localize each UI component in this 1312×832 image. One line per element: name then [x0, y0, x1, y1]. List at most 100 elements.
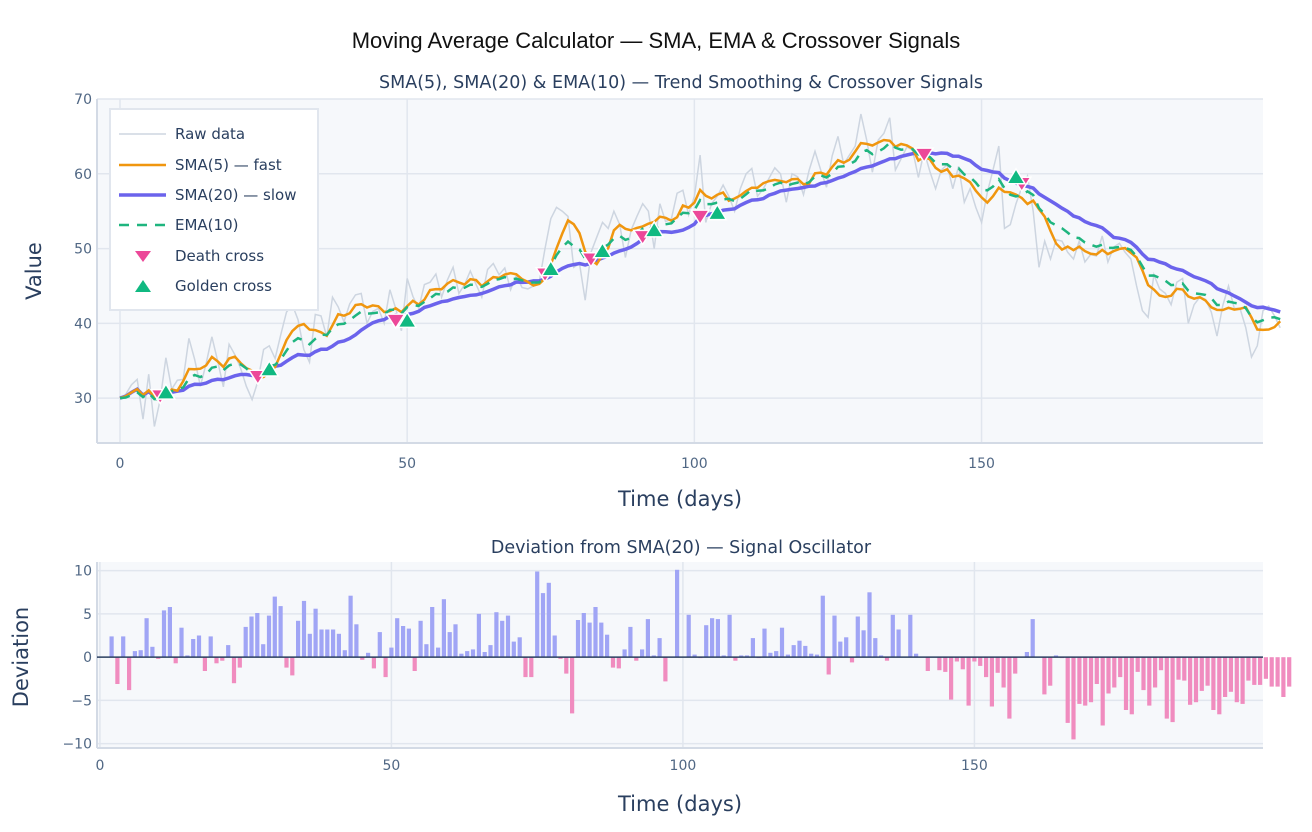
golden-cross-marker[interactable] — [707, 203, 728, 221]
golden-cross-marker[interactable] — [592, 241, 613, 259]
deviation-bar[interactable] — [441, 599, 446, 658]
deviation-bar[interactable] — [908, 614, 913, 658]
deviation-bar[interactable] — [476, 613, 481, 658]
deviation-bar[interactable] — [651, 655, 656, 658]
deviation-bar[interactable] — [791, 645, 796, 658]
golden-cross-marker[interactable] — [1005, 167, 1027, 185]
golden-cross-marker[interactable] — [643, 220, 665, 238]
deviation-bar[interactable] — [226, 645, 231, 658]
deviation-bar[interactable] — [185, 655, 190, 658]
deviation-bar[interactable] — [657, 638, 662, 658]
deviation-bar[interactable] — [1263, 657, 1268, 679]
deviation-bar[interactable] — [1275, 657, 1280, 687]
deviation-bar[interactable] — [1030, 619, 1035, 658]
deviation-bar[interactable] — [727, 614, 732, 658]
deviation-bar[interactable] — [535, 571, 540, 658]
deviation-bar[interactable] — [879, 655, 884, 658]
deviation-bar[interactable] — [371, 657, 376, 669]
deviation-bar[interactable] — [243, 626, 248, 658]
deviation-bar[interactable] — [255, 613, 260, 658]
deviation-bar[interactable] — [762, 628, 767, 658]
deviation-bar[interactable] — [418, 620, 423, 658]
deviation-bar[interactable] — [1223, 657, 1228, 697]
deviation-bar[interactable] — [581, 613, 586, 658]
deviation-bar[interactable] — [1170, 657, 1175, 723]
legend-item-ema10[interactable]: EMA(10) — [175, 216, 238, 234]
deviation-bar[interactable] — [995, 657, 1000, 673]
deviation-bar[interactable] — [220, 657, 225, 661]
deviation-bar[interactable] — [1217, 657, 1222, 715]
deviation-bar[interactable] — [261, 644, 266, 658]
deviation-bar[interactable] — [296, 620, 301, 658]
deviation-bar[interactable] — [832, 615, 837, 658]
deviation-bar[interactable] — [1083, 657, 1088, 706]
deviation-bar[interactable] — [1211, 657, 1216, 710]
deviation-bar[interactable] — [494, 612, 499, 658]
deviation-bar[interactable] — [1100, 657, 1105, 726]
deviation-bar[interactable] — [721, 655, 726, 658]
deviation-bar[interactable] — [558, 657, 563, 659]
deviation-bar[interactable] — [231, 657, 237, 684]
deviation-bar[interactable] — [884, 657, 890, 661]
deviation-bar[interactable] — [237, 657, 242, 668]
deviation-bar[interactable] — [1182, 657, 1187, 681]
deviation-bar[interactable] — [196, 635, 202, 658]
deviation-bar[interactable] — [325, 629, 330, 658]
deviation-bar[interactable] — [610, 657, 616, 668]
deviation-bar[interactable] — [1112, 657, 1117, 688]
deviation-bar[interactable] — [1065, 657, 1070, 723]
deviation-bar[interactable] — [1269, 657, 1274, 687]
deviation-bar[interactable] — [675, 569, 680, 658]
deviation-bar[interactable] — [1129, 657, 1134, 715]
golden-cross-marker[interactable] — [396, 310, 418, 329]
deviation-bar[interactable] — [1118, 657, 1123, 678]
deviation-bar[interactable] — [406, 628, 411, 658]
legend-item-raw[interactable]: Raw data — [175, 125, 245, 143]
deviation-bar[interactable] — [849, 657, 855, 663]
deviation-bar[interactable] — [214, 657, 219, 664]
deviation-bar[interactable] — [820, 595, 825, 658]
deviation-bar[interactable] — [867, 592, 872, 658]
deviation-bar[interactable] — [896, 629, 901, 658]
deviation-bar[interactable] — [144, 618, 149, 658]
deviation-bar[interactable] — [966, 657, 971, 706]
legend-item-sma20[interactable]: SMA(20) — slow — [175, 186, 296, 204]
deviation-bar[interactable] — [173, 657, 178, 664]
deviation-bar[interactable] — [949, 657, 954, 700]
deviation-bar[interactable] — [552, 635, 557, 658]
deviation-bar[interactable] — [1281, 657, 1286, 697]
deviation-bar[interactable] — [978, 657, 983, 666]
deviation-bar[interactable] — [1158, 657, 1164, 671]
deviation-bar[interactable] — [587, 622, 592, 658]
deviation-bar[interactable] — [890, 614, 895, 658]
legend-item-sma5[interactable]: SMA(5) — fast — [175, 156, 282, 174]
deviation-bar[interactable] — [1205, 657, 1210, 686]
deviation-bar[interactable] — [826, 657, 831, 675]
deviation-bar[interactable] — [1228, 657, 1233, 692]
deviation-bar[interactable] — [972, 657, 977, 662]
deviation-bar[interactable] — [1024, 652, 1029, 658]
deviation-bar[interactable] — [744, 655, 750, 658]
deviation-bar[interactable] — [383, 657, 388, 678]
deviation-bar[interactable] — [1258, 657, 1263, 685]
deviation-bar[interactable] — [616, 657, 621, 669]
deviation-bar[interactable] — [301, 600, 307, 658]
deviation-bar[interactable] — [704, 625, 709, 658]
deviation-bar[interactable] — [109, 636, 114, 658]
deviation-bar[interactable] — [354, 624, 359, 658]
deviation-bar[interactable] — [768, 652, 773, 658]
deviation-bar[interactable] — [715, 619, 720, 658]
deviation-bar[interactable] — [529, 657, 534, 678]
deviation-bar[interactable] — [366, 652, 371, 658]
deviation-bar[interactable] — [663, 657, 668, 682]
deviation-bar[interactable] — [1001, 657, 1006, 688]
deviation-bar[interactable] — [838, 641, 843, 658]
deviation-bar[interactable] — [779, 627, 785, 658]
deviation-bar[interactable] — [914, 653, 919, 658]
deviation-bar[interactable] — [960, 657, 965, 670]
deviation-bar[interactable] — [208, 636, 213, 658]
deviation-bar[interactable] — [360, 657, 365, 660]
deviation-bar[interactable] — [395, 618, 400, 658]
golden-cross-marker[interactable] — [258, 359, 280, 377]
legend[interactable]: Raw data SMA(5) — fast SMA(20) — slow EM… — [109, 108, 319, 311]
